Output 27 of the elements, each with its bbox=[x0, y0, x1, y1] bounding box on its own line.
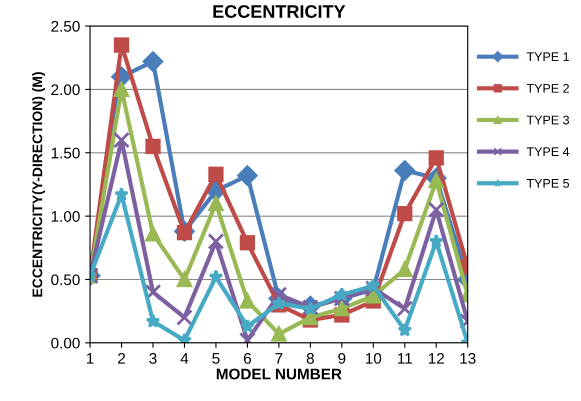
legend-label: TYPE 2 bbox=[526, 84, 569, 93]
x-tick-label: 12 bbox=[428, 352, 444, 364]
x-tick-label: 8 bbox=[306, 352, 314, 364]
x-axis-title: MODEL NUMBER bbox=[216, 368, 342, 380]
x-tick-label: 2 bbox=[118, 352, 126, 364]
y-tick-label: 0.50 bbox=[51, 274, 80, 286]
x-tick-label: 10 bbox=[366, 352, 382, 364]
legend-label: TYPE 1 bbox=[526, 52, 569, 62]
x-tick-label: 6 bbox=[244, 352, 251, 364]
x-tick-label: 9 bbox=[338, 352, 346, 364]
x-tick-label: 4 bbox=[180, 353, 188, 364]
legend-label: TYPE 3 bbox=[526, 116, 570, 124]
x-tick-label: 13 bbox=[460, 352, 476, 364]
chart-title: ECCENTRICITY bbox=[213, 5, 346, 18]
x-tick-label: 3 bbox=[149, 352, 157, 364]
y-tick-label: 1.50 bbox=[52, 148, 80, 158]
y-tick-label: 2.50 bbox=[51, 20, 80, 32]
y-axis-title: ECCENTRICITY(Y-DIRECTION) (M) bbox=[32, 72, 46, 297]
y-tick-label: 2.00 bbox=[51, 84, 80, 96]
x-tick-label: 5 bbox=[212, 353, 220, 364]
x-tick-label: 1 bbox=[86, 353, 94, 364]
x-tick-label: 7 bbox=[275, 353, 282, 364]
y-tick-label: 1.00 bbox=[52, 211, 80, 222]
x-tick-label: 11 bbox=[398, 353, 412, 364]
legend-label: TYPE 4 bbox=[526, 147, 570, 156]
y-tick-label: 0.00 bbox=[51, 338, 80, 349]
legend-label: TYPE 5 bbox=[526, 179, 570, 188]
